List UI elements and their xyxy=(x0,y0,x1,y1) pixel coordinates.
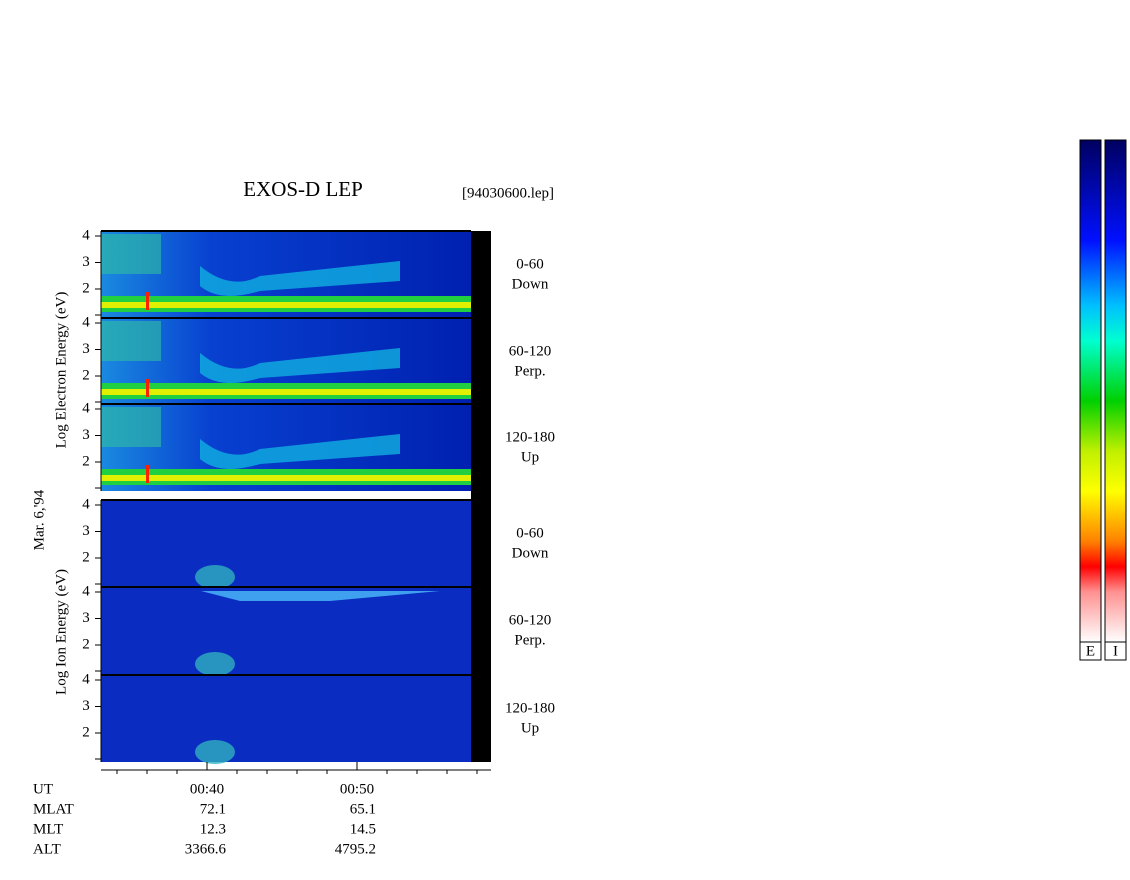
row-value: 14.5 xyxy=(350,821,376,837)
y-tick-label: 4 xyxy=(82,314,90,330)
row-value: 4795.2 xyxy=(335,841,376,857)
row-value: 00:50 xyxy=(340,781,374,797)
row-value: 72.1 xyxy=(200,801,226,817)
y-tick-label: 2 xyxy=(82,549,90,565)
y-tick-label: 4 xyxy=(82,583,90,599)
spectrogram-feature xyxy=(200,434,400,469)
spectrogram-feature xyxy=(101,302,471,308)
color-bar-label: E xyxy=(1086,643,1095,659)
spectrogram-feature xyxy=(101,475,471,481)
y-tick-label: 2 xyxy=(82,636,90,652)
row-label: MLAT xyxy=(33,801,74,817)
spectrogram-feature xyxy=(195,565,235,589)
spectrogram-feature xyxy=(101,389,471,395)
color-bar xyxy=(1104,139,1127,643)
spectrogram-feature xyxy=(201,591,440,601)
pitch-direction: Perp. xyxy=(514,363,545,379)
spectrogram xyxy=(101,675,471,762)
row-label: UT xyxy=(33,781,53,797)
spectrogram-feature xyxy=(146,292,149,310)
spectrogram-feature xyxy=(146,465,149,483)
spectrogram xyxy=(101,587,471,674)
y-tick-label: 3 xyxy=(82,523,90,539)
row-value: 65.1 xyxy=(350,801,376,817)
spectrogram-feature xyxy=(101,321,161,361)
blank-strip xyxy=(471,231,491,762)
y-tick-label: 4 xyxy=(82,671,90,687)
spectrogram-feature xyxy=(101,234,161,274)
pitch-direction: Up xyxy=(521,720,539,736)
y-tick-label: 4 xyxy=(82,400,90,416)
y-tick-label: 2 xyxy=(82,724,90,740)
row-value: 3366.6 xyxy=(185,841,227,857)
spectrogram-feature xyxy=(101,407,161,447)
color-bar xyxy=(1079,139,1102,643)
color-bar-label-box xyxy=(1104,641,1127,661)
pitch-range: 60-120 xyxy=(509,612,552,628)
row-value: 12.3 xyxy=(200,821,226,837)
axis-label: Log Electron Energy (eV) xyxy=(53,292,69,449)
pitch-direction: Up xyxy=(521,449,539,465)
pitch-range: 120-180 xyxy=(505,429,555,445)
color-bar-label-box xyxy=(1079,641,1102,661)
row-label: ALT xyxy=(33,841,61,857)
y-tick-label: 3 xyxy=(82,254,90,270)
y-tick-label: 2 xyxy=(82,367,90,383)
y-tick-label: 3 xyxy=(82,610,90,626)
pitch-direction: Perp. xyxy=(514,632,545,648)
axis-label: Log Ion Energy (eV) xyxy=(53,569,69,695)
pitch-range: 0-60 xyxy=(516,256,544,272)
row-value: 00:40 xyxy=(190,781,224,797)
y-tick-label: 4 xyxy=(82,496,90,512)
pitch-direction: Down xyxy=(512,276,549,292)
spectrogram-feature xyxy=(200,348,400,383)
spectrogram-feature xyxy=(146,379,149,397)
y-tick-label: 2 xyxy=(82,280,90,296)
spectrogram-feature xyxy=(195,652,235,676)
spectrogram xyxy=(101,500,471,587)
date: Mar. 6,'94 xyxy=(31,489,47,550)
spectrogram-feature xyxy=(200,261,400,296)
y-tick-label: 2 xyxy=(82,453,90,469)
pitch-range: 120-180 xyxy=(505,700,555,716)
pitch-direction: Down xyxy=(512,545,549,561)
color-bar-label: I xyxy=(1113,643,1118,659)
y-tick-label: 3 xyxy=(82,341,90,357)
pitch-range: 0-60 xyxy=(516,525,544,541)
pitch-range: 60-120 xyxy=(509,343,552,359)
title: EXOS-D LEP xyxy=(243,177,363,201)
y-tick-label: 3 xyxy=(82,698,90,714)
y-tick-label: 3 xyxy=(82,427,90,443)
spectrogram-feature xyxy=(195,740,235,764)
file-name: [94030600.lep] xyxy=(462,185,554,201)
row-label: MLT xyxy=(33,821,63,837)
y-tick-label: 4 xyxy=(82,227,90,243)
